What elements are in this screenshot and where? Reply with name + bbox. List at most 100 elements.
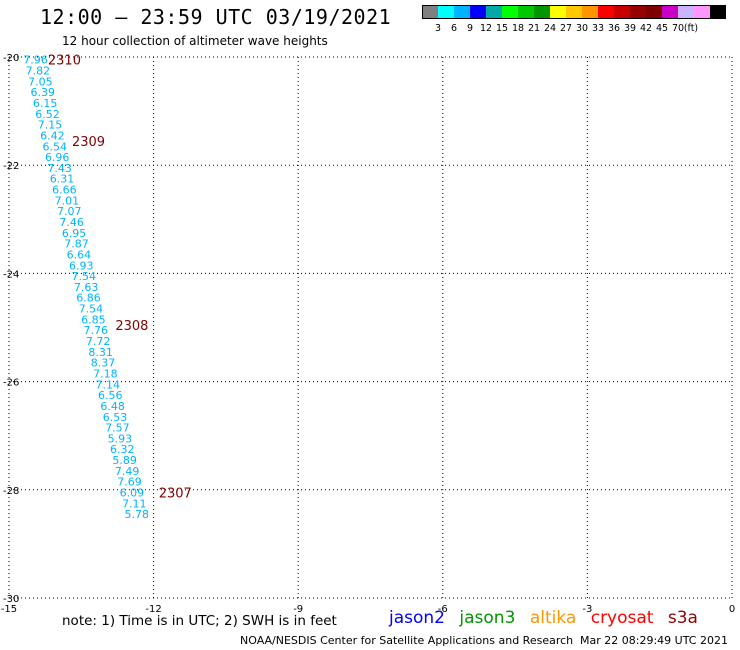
wave-height-value: 6.96 [45,151,70,164]
colorbar-label: 70 [672,23,684,34]
colorbar-swatch [470,5,486,19]
colorbar-label: 6 [451,23,457,34]
chart-title: 12:00 – 23:59 UTC 03/19/2021 [40,5,392,29]
chart-subtitle: 12 hour collection of altimeter wave hei… [62,34,328,48]
wave-height-value: 8.37 [91,357,116,370]
wave-height-value: 7.15 [38,119,63,132]
wave-height-value: 6.85 [81,313,106,326]
y-tick-label: -30 [3,594,19,605]
colorbar-swatch [630,5,646,19]
x-tick-label: -15 [1,604,17,615]
x-tick-label: 0 [729,604,735,615]
wave-height-value: 6.54 [43,140,68,153]
wave-height-value: 7.46 [59,216,84,229]
time-label: 2307 [159,487,192,502]
colorbar-swatch [518,5,534,19]
y-tick-label: -28 [3,486,19,497]
wave-height-value: 7.49 [115,465,140,478]
colorbar-swatch [454,5,470,19]
wave-height-value: 6.42 [40,129,65,142]
colorbar-label: 3 [435,23,441,34]
colorbar-label: 45 [656,23,668,34]
wave-height-value: 7.54 [79,303,104,316]
wave-height-value: 6.53 [103,411,128,424]
wave-height-value: 6.32 [110,443,135,456]
colorbar-swatch [534,5,550,19]
colorbar-swatch [598,5,614,19]
wave-height-value: 6.64 [67,248,92,261]
colorbar-swatch [614,5,630,19]
colorbar-swatch [710,5,726,19]
wave-height-value: 7.11 [122,497,147,510]
mission-s3a: s3a [667,608,698,628]
wave-height-value: 7.01 [55,194,80,207]
time-label: 2310 [48,54,81,69]
colorbar-swatch [486,5,502,19]
x-tick-label: -12 [145,604,161,615]
wave-height-value: 7.76 [84,324,109,337]
colorbar-label: 18 [512,23,524,34]
x-tick-label: -3 [582,604,592,615]
credit-line: NOAA/NESDIS Center for Satellite Applica… [240,634,574,647]
colorbar-label: 15 [496,23,508,34]
wave-height-value: 6.48 [100,400,125,413]
wave-height-value: 7.18 [93,367,118,380]
mission-jason3: jason3 [459,608,516,628]
wave-height-value: 6.39 [30,86,55,99]
colorbar-swatch [422,5,438,19]
colorbar-swatch [646,5,662,19]
generated-timestamp: Mar 22 08:29:49 UTC 2021 [580,634,728,647]
wave-height-value: 7.07 [57,205,82,218]
wave-height-value: 6.09 [120,487,145,500]
wave-height-value: 6.93 [69,259,94,272]
colorbar-label: 9 [467,23,473,34]
colorbar-swatch [694,5,710,19]
wave-height-value: 7.87 [64,238,89,251]
colorbar-label: 33 [592,23,604,34]
wave-height-value: 5.93 [108,432,133,445]
colorbar-unit: (ft) [684,23,698,34]
wave-height-value: 6.15 [33,97,58,110]
wave-height-value: 7.82 [26,65,51,78]
wave-height-value: 7.96 [23,54,48,67]
y-tick-label: -26 [3,378,19,389]
colorbar-label: 30 [576,23,588,34]
colorbar-label: 39 [624,23,636,34]
wave-height-value: 6.86 [76,292,101,305]
x-tick-label: -6 [438,604,448,615]
colorbar-swatch [550,5,566,19]
mission-legend: jason2 jason3 altika cryosat s3a [389,608,707,628]
y-tick-label: -20 [3,53,19,64]
wave-height-value: 7.72 [86,335,111,348]
wave-height-value: 6.56 [98,389,123,402]
colorbar-label: 36 [608,23,620,34]
time-label: 2309 [72,135,105,150]
x-tick-label: -9 [293,604,303,615]
colorbar-swatch [438,5,454,19]
colorbar-border [422,5,726,19]
wave-height-value: 7.63 [74,281,99,294]
colorbar-swatch [678,5,694,19]
y-tick-label: -24 [3,269,19,280]
colorbar-label: 42 [640,23,652,34]
wave-height-value: 8.31 [88,346,113,359]
wave-height-value: 6.66 [52,184,77,197]
wave-height-value: 6.31 [50,173,75,186]
wave-height-value: 5.78 [124,508,149,521]
time-label: 2308 [115,319,148,334]
mission-cryosat: cryosat [590,608,654,628]
footnote: note: 1) Time is in UTC; 2) SWH is in fe… [62,613,337,629]
wave-height-value: 7.14 [96,378,121,391]
colorbar-swatch [662,5,678,19]
colorbar-label: 24 [544,23,556,34]
mission-jason2: jason2 [389,608,445,628]
colorbar-swatch [502,5,518,19]
wave-height-value: 6.52 [35,108,60,121]
wave-height-value: 7.05 [28,75,53,88]
wave-height-value: 6.95 [62,227,87,240]
color-legend: 3 6 9 12 15 18 21 24 27 30 33 36 39 42 45 70 (ft) [422,5,726,34]
wave-height-value: 7.43 [47,162,72,175]
wave-height-value: 5.89 [112,454,137,467]
wave-height-value: 7.69 [117,476,142,489]
